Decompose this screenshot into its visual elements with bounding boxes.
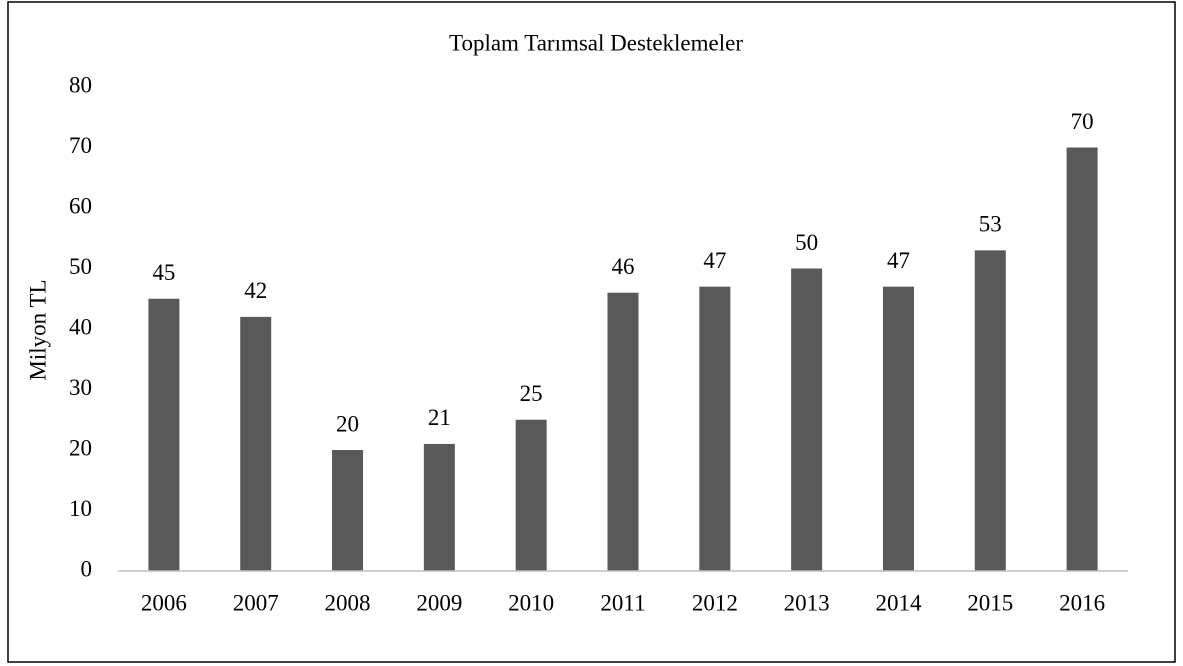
bar xyxy=(240,316,272,571)
y-axis-label: Milyon TL xyxy=(25,279,50,380)
data-label: 70 xyxy=(1071,109,1094,134)
x-tick-label: 2014 xyxy=(875,590,922,615)
bar xyxy=(515,419,547,571)
y-tick-label: 60 xyxy=(69,193,92,218)
y-tick-label: 40 xyxy=(69,314,92,339)
bar xyxy=(607,292,639,571)
data-label: 47 xyxy=(887,248,910,273)
y-tick-label: 80 xyxy=(69,72,92,97)
y-tick-label: 50 xyxy=(69,254,92,279)
bar xyxy=(699,286,731,571)
x-tick-label: 2015 xyxy=(967,590,1013,615)
bar xyxy=(974,250,1006,571)
y-tick-label: 20 xyxy=(69,435,92,460)
x-tick-label: 2009 xyxy=(416,590,462,615)
data-label: 47 xyxy=(703,248,726,273)
data-label: 21 xyxy=(428,405,451,430)
bar xyxy=(423,443,455,571)
x-tick-label: 2008 xyxy=(325,590,371,615)
data-label: 42 xyxy=(244,278,267,303)
data-label: 20 xyxy=(336,411,359,436)
y-tick-label: 30 xyxy=(69,375,92,400)
y-tick-label: 0 xyxy=(81,556,93,581)
data-label: 45 xyxy=(152,260,175,285)
chart-title: Toplam Tarımsal Desteklemeler xyxy=(449,30,743,55)
x-tick-label: 2010 xyxy=(508,590,554,615)
data-label: 46 xyxy=(612,254,635,279)
bar xyxy=(882,286,914,571)
data-label: 53 xyxy=(979,212,1002,237)
data-label: 50 xyxy=(795,230,818,255)
y-tick-label: 70 xyxy=(69,133,92,158)
x-tick-label: 2011 xyxy=(600,590,645,615)
bar xyxy=(791,268,823,571)
bar xyxy=(148,298,180,571)
x-tick-label: 2016 xyxy=(1059,590,1105,615)
x-tick-label: 2007 xyxy=(233,590,279,615)
x-tick-label: 2013 xyxy=(784,590,830,615)
bar xyxy=(1066,147,1098,571)
x-tick-label: 2006 xyxy=(141,590,187,615)
data-label: 25 xyxy=(520,381,543,406)
y-tick-label: 10 xyxy=(69,496,92,521)
bar xyxy=(332,450,364,571)
x-tick-label: 2012 xyxy=(692,590,738,615)
